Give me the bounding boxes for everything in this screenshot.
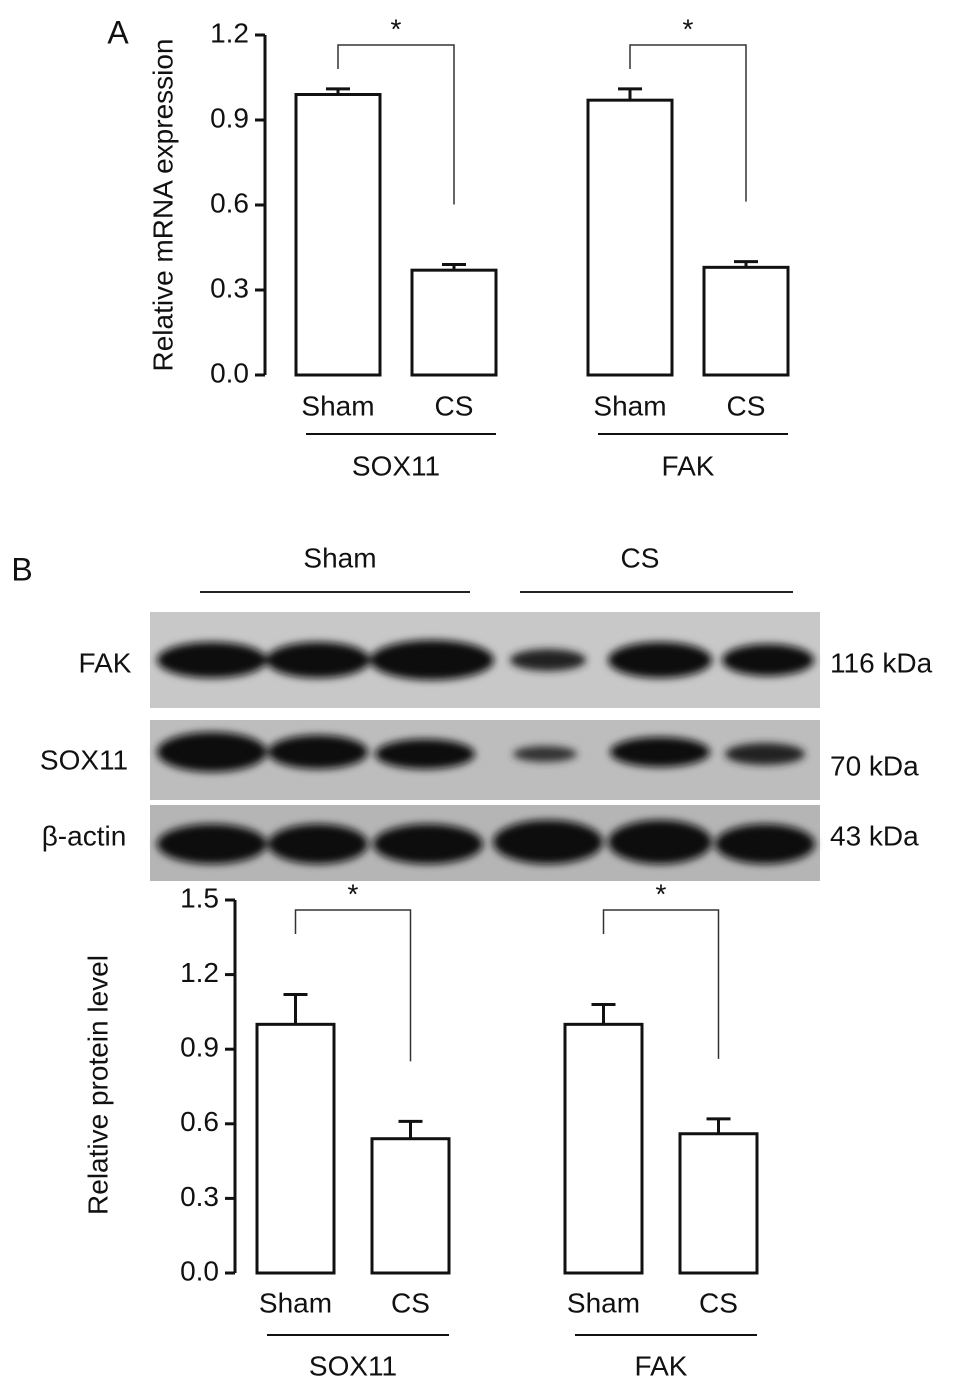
significance-star: * [348, 878, 359, 909]
x-tick-label: Sham [301, 390, 374, 421]
bar [678, 1132, 759, 1275]
significance-star: * [391, 13, 402, 44]
y-tick-label: 0.9 [180, 1032, 219, 1063]
blot-size-label: 70 kDa [830, 750, 919, 781]
western-blot: Sham CS FAK 116 kDa SOX11 70 kDa β-actin… [40, 542, 933, 881]
y-tick-label: 0.6 [210, 187, 249, 218]
group-label: FAK [635, 1350, 688, 1381]
significance-bracket [602, 909, 720, 1059]
significance-star: * [656, 878, 667, 909]
x-tick-label: Sham [567, 1287, 640, 1318]
blot-group-label: CS [621, 542, 660, 573]
x-tick-label: CS [727, 390, 766, 421]
x-tick-label: Sham [259, 1287, 332, 1318]
y-tick-label: 1.5 [180, 882, 219, 913]
x-tick-label: CS [391, 1287, 430, 1318]
group-label: SOX11 [352, 450, 440, 481]
x-tick-label: CS [699, 1287, 738, 1318]
x-tick-label: Sham [593, 390, 666, 421]
y-tick-label: 1.2 [210, 17, 249, 48]
y-tick-label: 0.6 [180, 1106, 219, 1137]
panel-label: B [11, 551, 32, 587]
bar [370, 1137, 451, 1275]
bar [563, 1022, 644, 1275]
blot-row-label: FAK [79, 647, 132, 678]
bar [410, 268, 498, 377]
bands [157, 640, 815, 864]
y-tick-label: 1.2 [180, 957, 219, 988]
y-tick-label: 0.0 [180, 1255, 219, 1286]
y-tick-label: 0.3 [210, 272, 249, 303]
y-tick-label: 0.3 [180, 1181, 219, 1212]
significance-star: * [683, 13, 694, 44]
blot-group-label: Sham [303, 542, 376, 573]
bar [255, 1022, 336, 1275]
y-axis-label: Relative protein level [82, 955, 113, 1215]
y-axis-label: Relative mRNA expression [147, 38, 178, 371]
blot-row-label: SOX11 [40, 744, 128, 775]
group-label: FAK [662, 450, 715, 481]
blot-size-label: 116 kDa [830, 647, 933, 678]
significance-bracket [629, 44, 747, 202]
bar [702, 265, 790, 377]
bar [294, 93, 382, 377]
y-tick-label: 0.9 [210, 102, 249, 133]
panel-label: A [107, 14, 129, 50]
bar [586, 98, 674, 377]
significance-bracket [337, 44, 455, 205]
blot-row-label: β-actin [42, 820, 127, 851]
x-tick-label: CS [435, 390, 474, 421]
blot-size-label: 43 kDa [830, 820, 919, 851]
y-tick-label: 0.0 [210, 357, 249, 388]
group-label: SOX11 [309, 1350, 397, 1381]
significance-bracket [294, 909, 412, 1062]
